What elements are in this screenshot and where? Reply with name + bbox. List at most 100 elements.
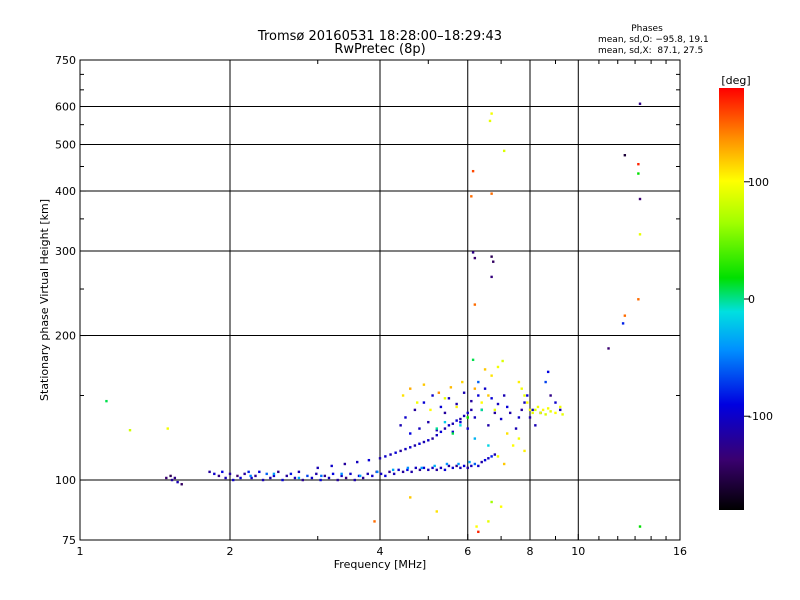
data-point [488,119,492,123]
data-point [418,442,421,445]
data-point [439,405,443,409]
data-point [451,422,455,425]
x-tick-label: 6 [464,545,471,558]
data-point [431,437,434,440]
data-point [466,466,469,470]
data-point [470,195,473,198]
data-point [435,433,438,437]
data-point [166,427,169,430]
colorbar-tick-label: -100 [748,410,773,423]
data-point [462,391,466,394]
data-point [420,466,423,470]
data-point [258,470,261,474]
data-point [376,470,379,474]
data-point [373,520,376,523]
data-point [455,402,458,406]
data-point [468,460,471,464]
colorbar-ticks: 100 0 -100 [744,176,773,423]
phase-stats-o: mean, sd,O: −95.8, 19.1 [598,35,709,45]
data-point [413,408,417,412]
data-point [422,466,426,470]
data-point [443,411,447,415]
data-point [409,496,412,499]
data-point [451,466,455,470]
data-point [544,380,547,384]
data-point [523,449,526,453]
x-tick-label: 4 [377,545,384,558]
data-point [546,407,550,410]
data-point [514,427,518,430]
y-tick-label: 600 [55,101,76,114]
data-point [128,429,132,432]
data-point [490,397,493,400]
data-point [487,520,490,523]
data-point [451,430,455,434]
data-point [353,478,356,482]
data-point [607,347,610,350]
y-tick-label: 400 [55,185,76,198]
data-point [501,359,504,363]
data-point [523,394,526,397]
data-point [455,405,458,409]
data-point [487,394,490,397]
data-point [496,455,500,458]
data-point [344,476,348,480]
data-point [418,427,421,430]
data-point [443,397,447,400]
data-point [254,474,257,478]
data-point [367,458,371,462]
data-point [410,470,413,474]
data-point [336,478,339,482]
colorbar: [deg] 100 0 -100 [719,74,773,510]
data-point [544,413,547,416]
data-point [366,472,369,476]
data-point [490,255,493,258]
data-point [473,387,477,390]
data-point [281,478,284,482]
y-tick-label: 100 [55,474,76,487]
data-point [389,453,392,456]
data-point [427,439,430,442]
data-point [293,476,297,480]
data-point [470,464,473,468]
data-point [483,387,487,390]
data-point [250,476,253,480]
data-point [447,397,451,400]
phase-stats-heading: Phases [631,24,663,34]
data-point [388,470,391,474]
data-point [297,470,301,474]
data-point [520,387,523,390]
data-point [306,474,309,478]
data-point [554,411,557,415]
grid [80,60,680,540]
x-tick-label: 10 [571,545,585,558]
data-point [316,466,319,470]
data-point [459,424,462,427]
data-point [435,429,438,432]
data-point [443,427,447,430]
y-tick-label: 300 [55,245,76,258]
data-point [517,380,521,384]
data-point [471,251,475,254]
chart-subtitle: RwPretec (8p) [334,42,425,57]
data-point [289,472,293,476]
data-point [213,472,216,476]
data-point [637,172,640,175]
data-point [435,510,438,513]
data-point [176,480,179,484]
data-point [224,476,227,480]
data-point [455,464,458,468]
data-point [427,420,430,424]
colorbar-gradient [719,88,744,510]
data-point [277,470,280,474]
x-axis-label: Frequency [MHz] [334,558,426,571]
data-point [236,474,239,478]
data-point [443,420,447,424]
data-point [165,476,168,480]
data-point [499,505,503,508]
data-point [508,411,512,415]
data-point [559,405,562,409]
data-point [487,444,490,447]
data-point [534,424,537,427]
